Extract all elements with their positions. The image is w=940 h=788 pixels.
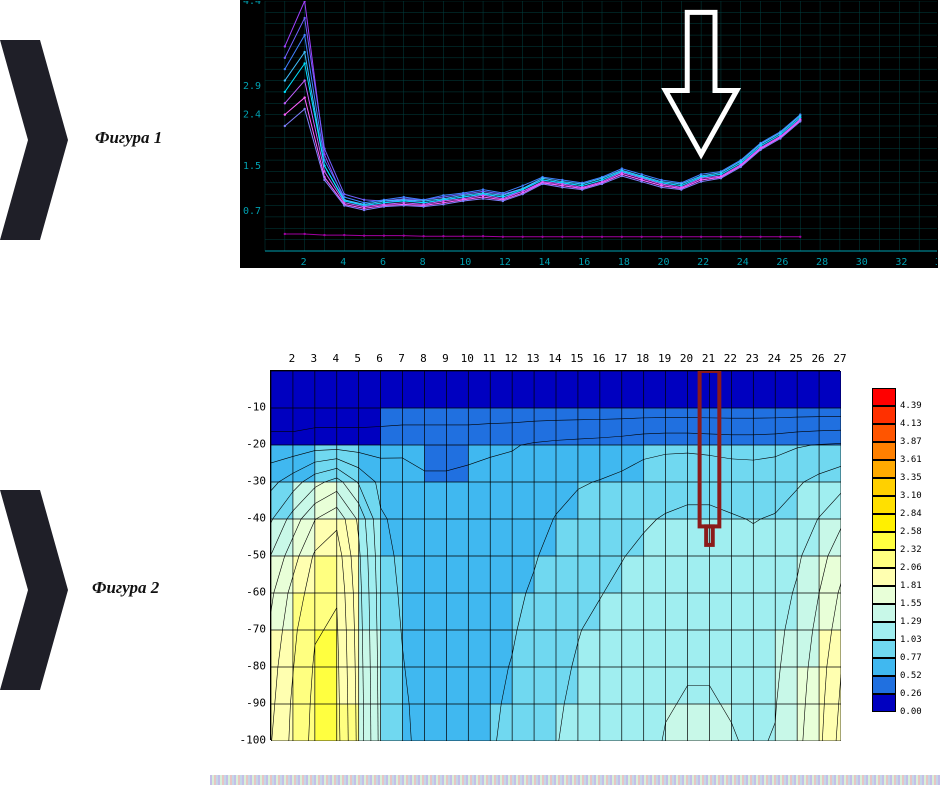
svg-text:16: 16 <box>578 257 590 268</box>
svg-text:10: 10 <box>459 257 471 268</box>
side-marker-2 <box>0 490 70 690</box>
svg-text:0.7: 0.7 <box>243 206 261 217</box>
svg-text:6: 6 <box>380 257 386 268</box>
svg-text:30: 30 <box>856 257 868 268</box>
figure-2-chart: 2345678910111213141516171819202122232425… <box>240 348 938 748</box>
svg-text:26: 26 <box>776 257 788 268</box>
svg-text:18: 18 <box>618 257 630 268</box>
bottom-noise-strip <box>210 775 940 785</box>
figure-2-label: Фигура 2 <box>92 578 159 598</box>
figure-2-legend: 4.394.133.873.613.353.102.842.582.322.06… <box>872 388 938 728</box>
svg-text:34: 34 <box>935 257 938 268</box>
figure-2-plot <box>270 370 840 740</box>
svg-text:20: 20 <box>657 257 669 268</box>
svg-text:32: 32 <box>895 257 907 268</box>
figure-1-chart: 0.71.52.42.94.42468101214161820222426283… <box>240 0 938 268</box>
svg-text:1.5: 1.5 <box>243 161 261 172</box>
figure-1-label: Фигура 1 <box>95 128 162 148</box>
svg-text:4.4: 4.4 <box>243 1 261 7</box>
svg-text:12: 12 <box>499 257 511 268</box>
svg-text:2: 2 <box>301 257 307 268</box>
svg-text:4: 4 <box>340 257 346 268</box>
svg-text:2.9: 2.9 <box>243 81 261 92</box>
svg-text:24: 24 <box>737 257 749 268</box>
svg-text:28: 28 <box>816 257 828 268</box>
svg-text:8: 8 <box>420 257 426 268</box>
side-marker-shape <box>0 490 68 690</box>
figure-2-y-labels: -10-20-30-40-50-60-70-80-90-100 <box>240 370 268 740</box>
svg-text:2.4: 2.4 <box>243 110 261 121</box>
svg-text:22: 22 <box>697 257 709 268</box>
figure-2-x-labels: 2345678910111213141516171819202122232425… <box>270 352 840 368</box>
side-marker-shape <box>0 40 68 240</box>
svg-text:14: 14 <box>539 257 551 268</box>
side-marker-1 <box>0 40 70 240</box>
